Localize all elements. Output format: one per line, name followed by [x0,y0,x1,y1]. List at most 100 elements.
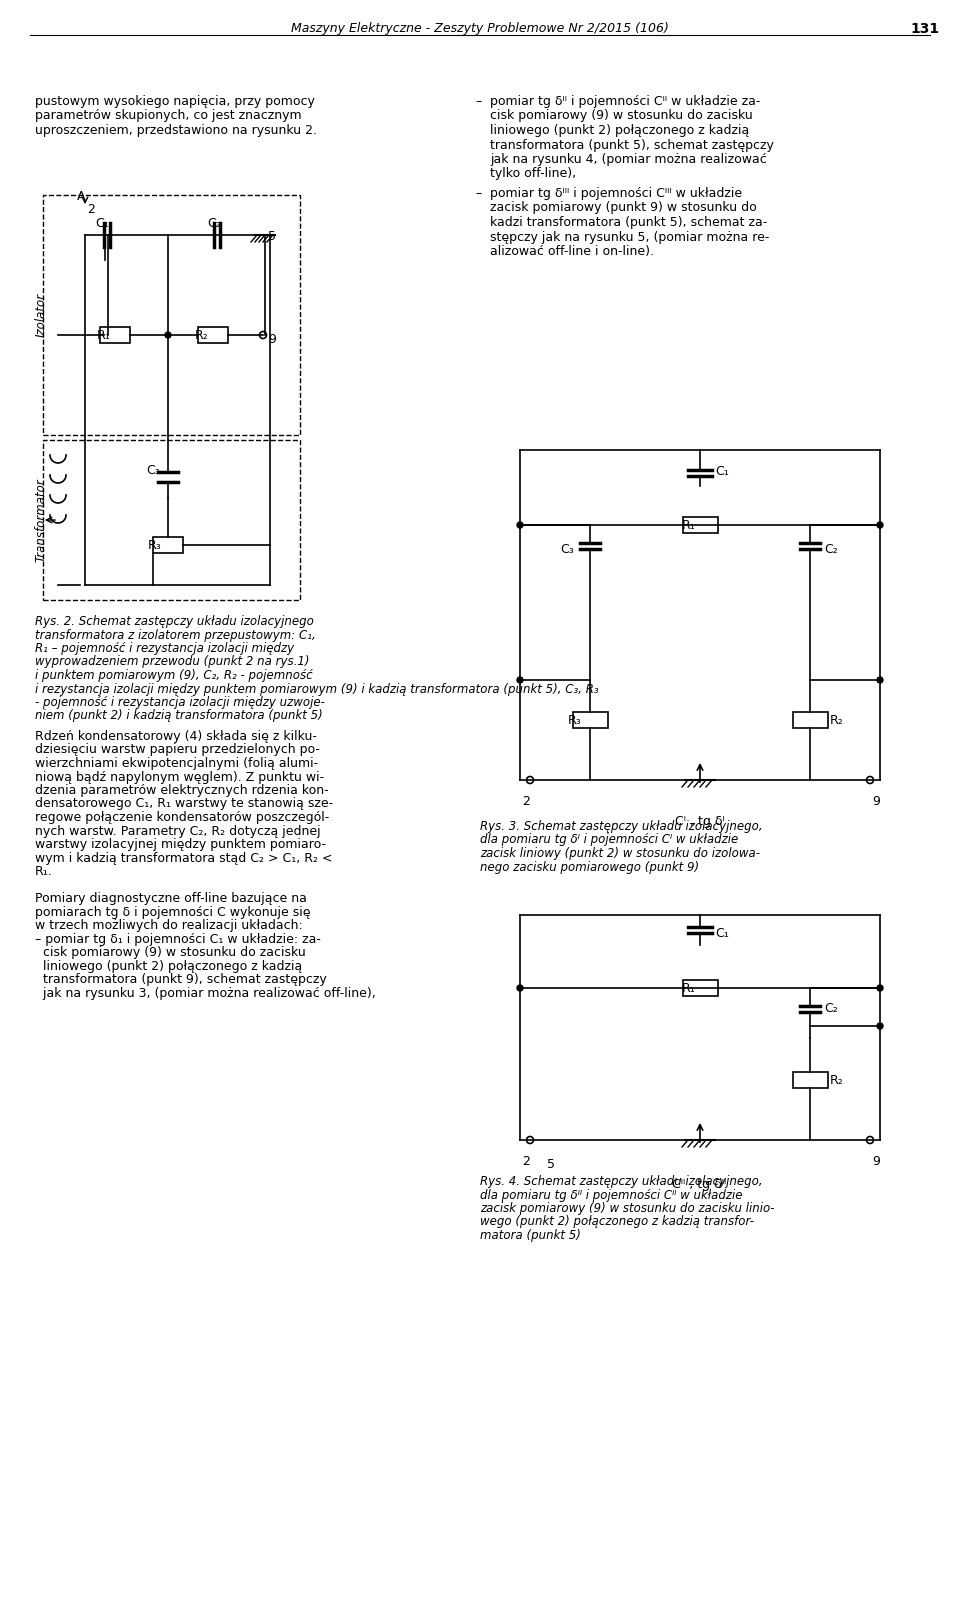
Text: liniowego (punkt 2) połączonego z kadzią: liniowego (punkt 2) połączonego z kadzią [35,960,302,973]
Text: warstwy izolacyjnej między punktem pomiaro-: warstwy izolacyjnej między punktem pomia… [35,839,326,852]
Text: Rys. 4. Schemat zastępczy układu izolacyjnego,: Rys. 4. Schemat zastępczy układu izolacy… [480,1175,762,1188]
Text: i punktem pomiarowym (9), C₂, R₂ - pojemność: i punktem pomiarowym (9), C₂, R₂ - pojem… [35,669,313,682]
Text: 5: 5 [547,1158,555,1171]
Text: wierzchniami ekwipotencjalnymi (folią alumi-: wierzchniami ekwipotencjalnymi (folią al… [35,758,318,771]
Text: parametrów skupionych, co jest znacznym: parametrów skupionych, co jest znacznym [35,110,301,123]
Text: stępczy jak na rysunku 5, (pomiar można re-: stępczy jak na rysunku 5, (pomiar można … [490,230,769,243]
Text: C₁: C₁ [715,465,729,478]
Text: R₁ – pojemność i rezystancja izolacji między: R₁ – pojemność i rezystancja izolacji mi… [35,643,294,656]
Text: cisk pomiarowy (9) w stosunku do zacisku: cisk pomiarowy (9) w stosunku do zacisku [490,110,753,123]
Text: pustowym wysokiego napięcia, przy pomocy: pustowym wysokiego napięcia, przy pomocy [35,96,315,108]
Text: Maszyny Elektryczne - Zeszyty Problemowe Nr 2/2015 (106): Maszyny Elektryczne - Zeszyty Problemowe… [291,23,669,36]
Text: densatorowego C₁, R₁ warstwy te stanowią sze-: densatorowego C₁, R₁ warstwy te stanowią… [35,798,333,811]
Bar [43,440,300,601]
Text: wyprowadzeniem przewodu (punkt 2 na rys.1): wyprowadzeniem przewodu (punkt 2 na rys.… [35,656,309,669]
Text: Pomiary diagnostyczne off-line bazujące na: Pomiary diagnostyczne off-line bazujące … [35,892,307,905]
Text: liniowego (punkt 2) połączonego z kadzią: liniowego (punkt 2) połączonego z kadzią [490,125,749,138]
Text: zacisk pomiarowy (punkt 9) w stosunku do: zacisk pomiarowy (punkt 9) w stosunku do [490,201,756,214]
Bar [793,712,828,729]
Text: –: – [475,188,481,201]
Bar [198,327,228,343]
Text: cisk pomiarowy (9) w stosunku do zacisku: cisk pomiarowy (9) w stosunku do zacisku [35,945,305,958]
Text: tylko off-line),: tylko off-line), [490,167,576,180]
Circle shape [877,1023,883,1030]
Bar [100,327,130,343]
Text: 2: 2 [522,1154,530,1167]
Text: transformatora (punkt 9), schemat zastępczy: transformatora (punkt 9), schemat zastęp… [35,973,326,986]
Text: niową bądź napylonym węglem). Z punktu wi-: niową bądź napylonym węglem). Z punktu w… [35,771,324,784]
Text: 131: 131 [911,23,940,36]
Text: –: – [475,96,481,108]
Text: R₁: R₁ [682,983,696,996]
Text: jak na rysunku 3, (pomiar można realizować off-line),: jak na rysunku 3, (pomiar można realizow… [35,986,375,999]
Text: C₁: C₁ [95,217,108,230]
Text: R₂: R₂ [830,714,844,727]
Text: transformatora z izolatorem przepustowym: C₁,: transformatora z izolatorem przepustowym… [35,628,316,641]
Text: C₂: C₂ [824,542,838,555]
Text: niem (punkt 2) i kadzią transformatora (punkt 5): niem (punkt 2) i kadzią transformatora (… [35,709,323,722]
Text: 5: 5 [268,230,276,243]
Text: 9: 9 [268,334,276,346]
Bar [793,1072,828,1088]
Bar [683,979,717,996]
Text: uproszczeniem, przedstawiono na rysunku 2.: uproszczeniem, przedstawiono na rysunku … [35,125,317,138]
Text: pomiar tg δᴵᴵ i pojemności Cᴵᴵ w układzie za-: pomiar tg δᴵᴵ i pojemności Cᴵᴵ w układzi… [490,96,760,108]
Text: R₁: R₁ [97,329,110,342]
Text: pomiarach tg δ i pojemności C wykonuje się: pomiarach tg δ i pojemności C wykonuje s… [35,905,310,918]
Text: – pomiar tg δ₁ i pojemności C₁ w układzie: za-: – pomiar tg δ₁ i pojemności C₁ w układzi… [35,933,321,945]
Text: zacisk liniowy (punkt 2) w stosunku do izolowa-: zacisk liniowy (punkt 2) w stosunku do i… [480,847,760,860]
Text: R₃: R₃ [568,714,582,727]
Text: w trzech możliwych do realizacji układach:: w trzech możliwych do realizacji układac… [35,920,302,933]
Text: Rdzeń kondensatorowy (4) składa się z kilku-: Rdzeń kondensatorowy (4) składa się z ki… [35,730,317,743]
Text: nych warstw. Parametry C₂, R₂ dotyczą jednej: nych warstw. Parametry C₂, R₂ dotyczą je… [35,824,321,837]
Text: Cᴵ , tg δᴵ: Cᴵ , tg δᴵ [675,814,725,827]
Text: wym i kadzią transformatora stąd C₂ > C₁, R₂ <: wym i kadzią transformatora stąd C₂ > C₁… [35,852,332,865]
Text: 9: 9 [872,1154,880,1167]
Text: alizować off-line i on-line).: alizować off-line i on-line). [490,244,654,257]
Text: wego (punkt 2) połączonego z kadzią transfor-: wego (punkt 2) połączonego z kadzią tran… [480,1216,754,1229]
Text: dla pomiaru tg δᴵᴵ i pojemności Cᴵᴵ w układzie: dla pomiaru tg δᴵᴵ i pojemności Cᴵᴵ w uk… [480,1188,742,1201]
Circle shape [877,984,883,991]
Text: R₃: R₃ [148,539,161,552]
Text: C₂: C₂ [824,1002,838,1015]
Text: C₁: C₁ [715,928,729,941]
Circle shape [877,521,883,528]
Text: dla pomiaru tg δᴵ i pojemności Cᴵ w układzie: dla pomiaru tg δᴵ i pojemności Cᴵ w ukła… [480,834,738,847]
Text: 9: 9 [872,795,880,808]
Text: R₁.: R₁. [35,865,53,877]
Bar [572,712,608,729]
Circle shape [877,677,883,683]
Text: Rys. 2. Schemat zastępczy układu izolacyjnego: Rys. 2. Schemat zastępczy układu izolacy… [35,615,314,628]
Text: Transformator: Transformator [35,478,47,562]
Text: dziesięciu warstw papieru przedzielonych po-: dziesięciu warstw papieru przedzielonych… [35,743,320,756]
Text: R₂: R₂ [195,329,208,342]
Text: kadzi transformatora (punkt 5), schemat za-: kadzi transformatora (punkt 5), schemat … [490,215,767,228]
Text: - pojemność i rezystancja izolacji między uzwoje-: - pojemność i rezystancja izolacji międz… [35,696,324,709]
Text: 2: 2 [522,795,530,808]
Text: R₁: R₁ [682,520,696,533]
Text: pomiar tg δᴵᴵᴵ i pojemności Cᴵᴵᴵ w układzie: pomiar tg δᴵᴵᴵ i pojemności Cᴵᴵᴵ w układ… [490,188,742,201]
Text: nego zacisku pomiarowego (punkt 9): nego zacisku pomiarowego (punkt 9) [480,861,699,874]
Bar [43,194,300,436]
Text: C₃: C₃ [560,542,574,555]
Bar [153,538,183,554]
Text: Izolator: Izolator [35,293,47,337]
Text: transformatora (punkt 5), schemat zastępczy: transformatora (punkt 5), schemat zastęp… [490,139,774,152]
Text: zacisk pomiarowy (9) w stosunku do zacisku linio-: zacisk pomiarowy (9) w stosunku do zacis… [480,1201,775,1214]
Circle shape [165,332,171,338]
Text: jak na rysunku 4, (pomiar można realizować: jak na rysunku 4, (pomiar można realizow… [490,154,767,167]
Bar [683,516,717,533]
Text: regowe połączenie kondensatorów poszczegól-: regowe połączenie kondensatorów poszczeg… [35,811,329,824]
Circle shape [517,984,523,991]
Circle shape [517,521,523,528]
Text: matora (punkt 5): matora (punkt 5) [480,1229,581,1242]
Text: dzenia parametrów elektrycznych rdzenia kon-: dzenia parametrów elektrycznych rdzenia … [35,784,328,797]
Text: Cᴵᴵ , tg δᴵᴵ: Cᴵᴵ , tg δᴵᴵ [672,1179,727,1192]
Text: C₃: C₃ [146,465,159,478]
Text: i rezystancja izolacji między punktem pomiarowym (9) i kadzią transformatora (pu: i rezystancja izolacji między punktem po… [35,683,599,696]
Text: C₂: C₂ [207,217,221,230]
Text: 2: 2 [87,202,95,215]
Text: A: A [77,189,85,202]
Circle shape [517,677,523,683]
Text: Rys. 3. Schemat zastępczy układu izolacyjnego,: Rys. 3. Schemat zastępczy układu izolacy… [480,819,762,834]
